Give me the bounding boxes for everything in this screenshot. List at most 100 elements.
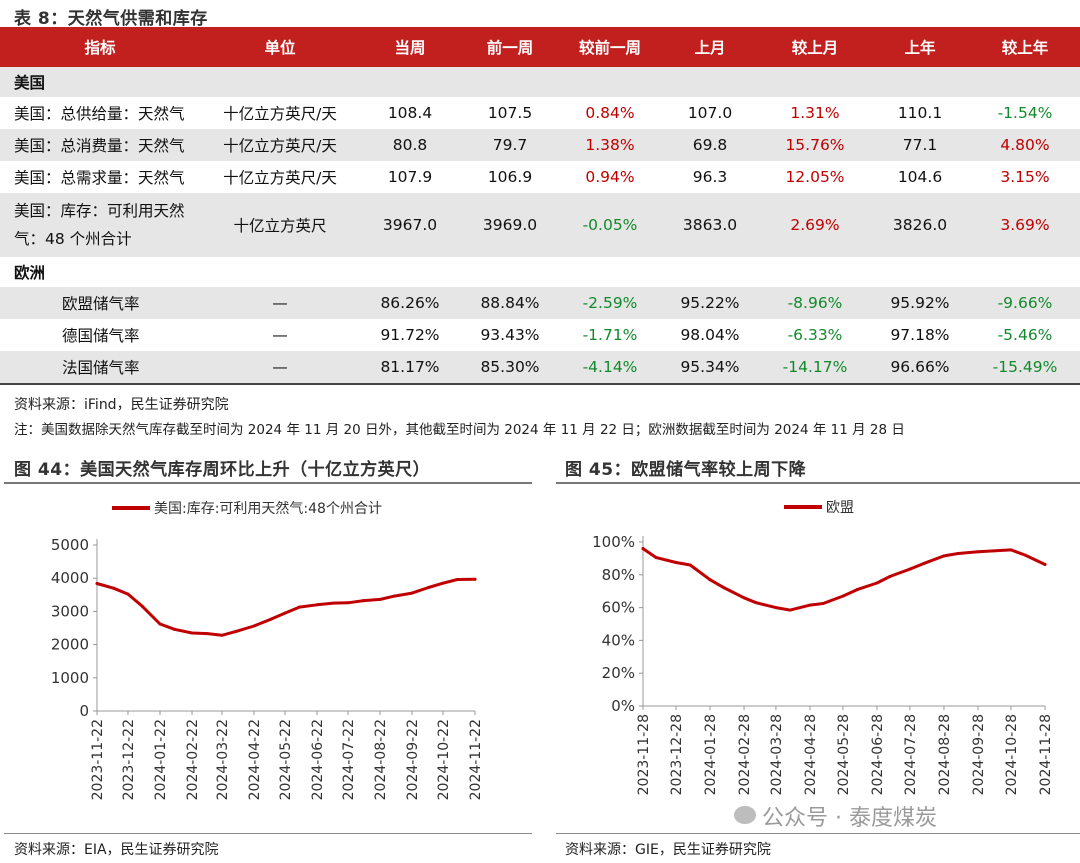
cell-chg-year: 3.69% [970, 193, 1080, 257]
section-label: 欧洲 [14, 264, 46, 282]
cell-last-month: 95.22% [660, 287, 760, 319]
x-tick-label: 2023-12-22 [121, 719, 137, 800]
cell-current: 81.17% [360, 351, 460, 385]
y-tick-label: 2000 [51, 636, 89, 654]
x-tick-label: 2024-08-22 [373, 719, 389, 800]
data-point [888, 574, 892, 578]
data-point [126, 592, 130, 596]
cell-chg-year: -9.66% [970, 287, 1080, 319]
table-row: 美国：总消费量：天然气 十亿立方英尺/天 80.8 79.7 1.38% 69.… [0, 129, 1080, 161]
col-header: 较上年 [970, 27, 1080, 67]
data-point [641, 547, 645, 551]
y-tick-label: 60% [602, 599, 635, 617]
row-unit: 十亿立方英尺/天 [223, 105, 337, 123]
x-tick-label: 2024-02-28 [737, 714, 753, 795]
cell-chg-month: 1.31% [790, 104, 840, 122]
cell-prev-week: 106.9 [487, 168, 533, 186]
x-tick-label: 2024-11-28 [1038, 714, 1054, 795]
table-row: 美国：总供给量：天然气 十亿立方英尺/天 108.4 107.5 0.84% 1… [0, 97, 1080, 129]
data-point [942, 554, 946, 558]
cell-last-year: 95.92% [870, 287, 970, 319]
data-point [283, 611, 287, 615]
data-point [875, 581, 879, 585]
data-point [708, 578, 712, 582]
data-point [158, 622, 162, 626]
data-point [378, 597, 382, 601]
table-title: 表 8：天然气供需和库存 [14, 9, 208, 29]
cell-last-month: 98.04% [680, 326, 740, 344]
chart-source-rule-left [4, 833, 532, 834]
table-row: 德国储气率 — 91.72% 93.43% -1.71% 98.04% -6.3… [0, 319, 1080, 351]
y-tick-label: 0 [79, 702, 89, 720]
row-label: 法国储气率 [0, 351, 200, 385]
eu-storage-chart: 欧盟 0% 20% 40% 60% 80% 100% 2023-11-28 2023-12-28… [592, 500, 1054, 795]
col-header: 较前一周 [560, 27, 660, 67]
row-label: 美国：总消费量：天然气 [0, 129, 200, 161]
table-row: 法国储气率 — 81.17% 85.30% -4.14% 95.34% -14.… [0, 351, 1080, 385]
data-point [908, 567, 912, 571]
row-label-line2: 气：48 个州合计 [14, 230, 132, 248]
data-point [989, 549, 993, 553]
data-point [788, 608, 792, 612]
chart-title-rule-left [4, 482, 532, 484]
x-tick-label: 2024-01-22 [153, 719, 169, 800]
y-tick-label: 80% [602, 566, 635, 584]
data-point [172, 627, 176, 631]
data-point [95, 582, 99, 586]
cell-current: 91.72% [380, 326, 440, 344]
cell-last-year: 110.1 [897, 104, 943, 122]
data-point [360, 599, 364, 603]
data-point [427, 585, 431, 589]
x-tick-label: 2023-11-28 [636, 714, 652, 795]
chart-source-right: 资料来源：GIE，民生证券研究院 [565, 842, 771, 858]
cell-chg-week: 0.84% [585, 104, 635, 122]
x-tick-label: 2024-04-22 [247, 719, 263, 800]
y-tick-label: 100% [592, 533, 635, 551]
data-point [1043, 562, 1047, 566]
data-point [269, 617, 273, 621]
data-point [956, 551, 960, 555]
watermark: 公众号 · 泰度煤炭 [762, 806, 937, 831]
data-point [410, 591, 414, 595]
cell-chg-week: 1.38% [560, 129, 660, 161]
cell-chg-week: -2.59% [560, 287, 660, 319]
legend-label: 美国:库存:可利用天然气:48个州合计 [154, 500, 382, 517]
chart-source-rule-right [556, 833, 1080, 834]
x-tick-label: 2024-10-22 [436, 719, 452, 800]
x-tick-label: 2024-09-22 [405, 719, 421, 800]
legend-label: 欧盟 [826, 500, 854, 516]
data-point [1023, 553, 1027, 557]
row-unit: — [200, 287, 360, 319]
cell-last-month: 107.0 [687, 104, 733, 122]
x-tick-label: 2024-03-28 [769, 714, 785, 795]
cell-last-month: 96.3 [692, 168, 728, 186]
x-tick-label: 2024-10-28 [1004, 714, 1020, 795]
section-label: 美国 [0, 67, 1080, 97]
cell-chg-month: -6.33% [787, 326, 843, 344]
data-point [190, 631, 194, 635]
x-tick-label: 2024-05-28 [836, 714, 852, 795]
chart-source-left: 资料来源：EIA，民生证券研究院 [14, 842, 219, 858]
series-line [95, 577, 477, 637]
cell-chg-year: -1.54% [997, 104, 1053, 122]
x-tick-label: 2024-11-22 [468, 719, 484, 800]
cell-chg-week: -4.14% [560, 351, 660, 385]
col-header: 较上月 [760, 27, 870, 67]
y-tick-label: 20% [602, 664, 635, 682]
section-row: 美国 [0, 67, 1080, 97]
data-point [742, 596, 746, 600]
cell-prev-week: 93.43% [480, 326, 540, 344]
data-point [976, 550, 980, 554]
cell-current: 86.26% [360, 287, 460, 319]
data-point [332, 601, 336, 605]
cell-chg-year: -15.49% [970, 351, 1080, 385]
cell-chg-week: 0.94% [585, 168, 635, 186]
cell-last-year: 96.66% [870, 351, 970, 385]
data-point [140, 604, 144, 608]
x-tick-label: 2024-01-28 [703, 714, 719, 795]
section-row: 欧洲 [0, 257, 1080, 287]
cell-last-year: 3826.0 [870, 193, 970, 257]
data-point [234, 629, 238, 633]
data-point [821, 602, 825, 605]
cell-last-year: 77.1 [870, 129, 970, 161]
